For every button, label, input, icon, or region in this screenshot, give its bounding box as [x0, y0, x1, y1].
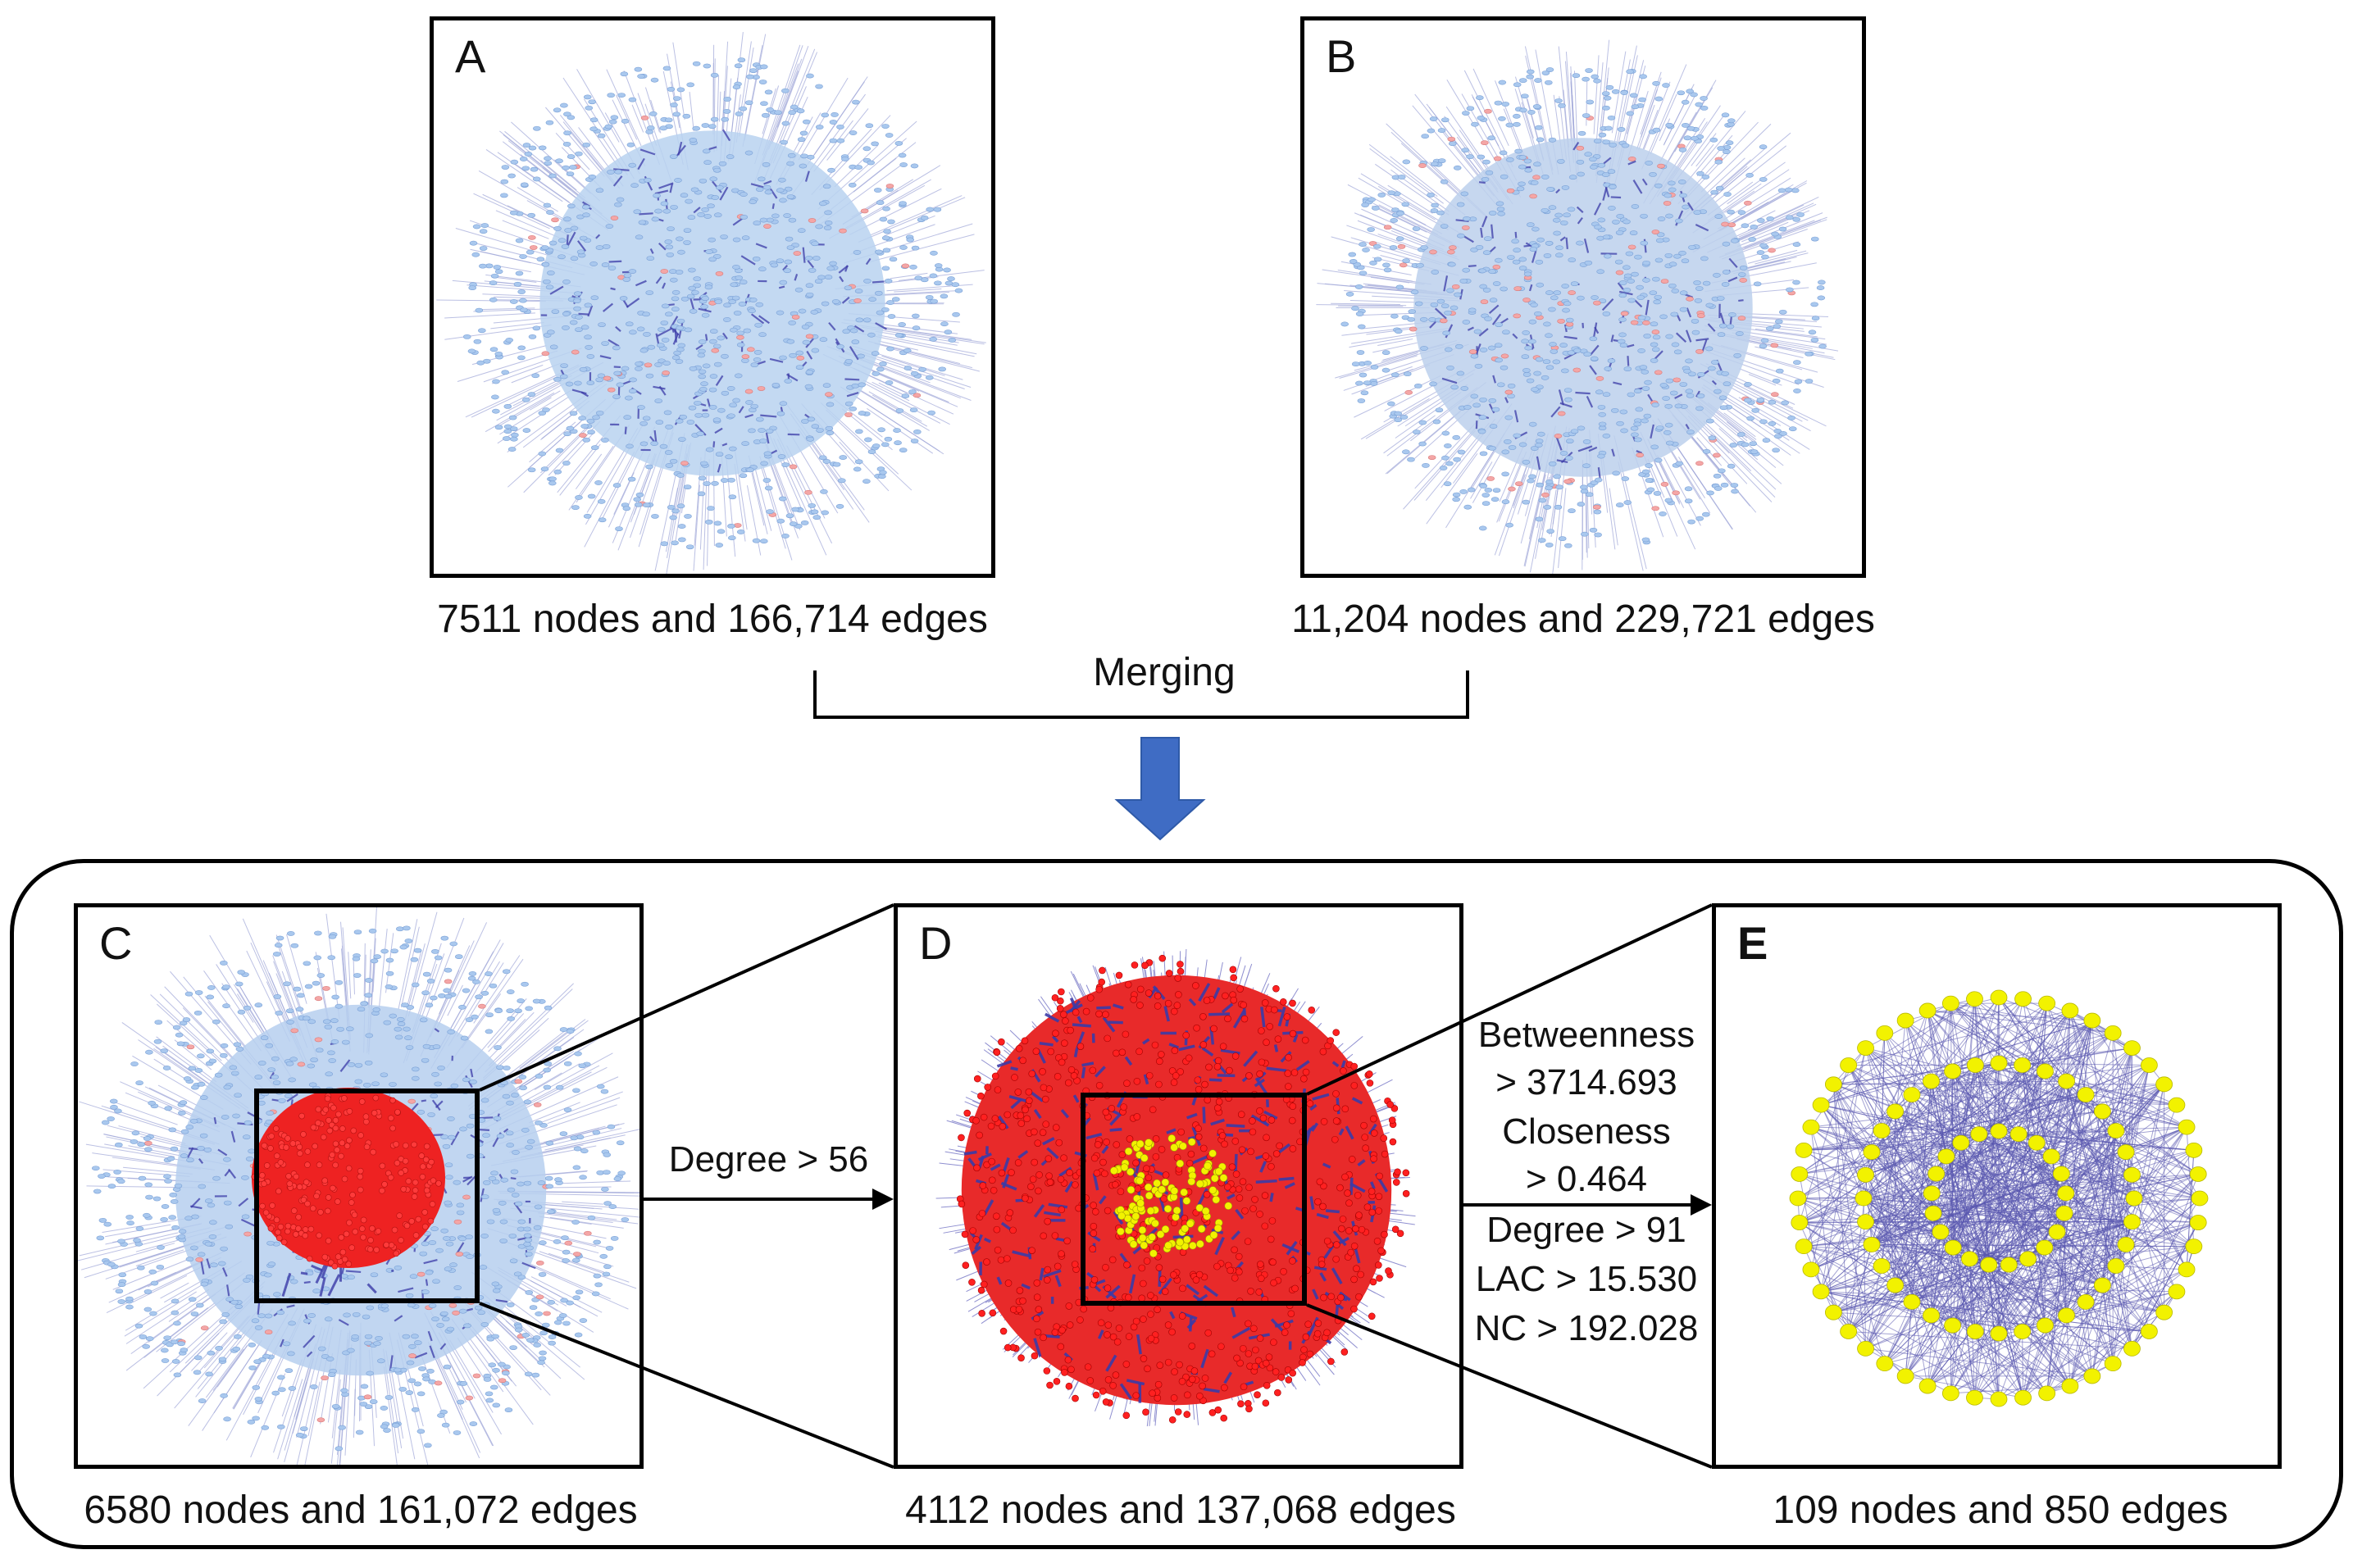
- panel-label-d: D: [919, 917, 953, 969]
- network-panel-b: B: [1300, 16, 1866, 578]
- zoom-line-c-top: [479, 903, 894, 1092]
- network-layer: [78, 907, 639, 1465]
- filter-degree-91: Degree > 91: [1486, 1210, 1686, 1250]
- network-panel-c: C: [74, 903, 644, 1469]
- caption-d: 4112 nodes and 137,068 edges: [905, 1488, 1456, 1532]
- caption-a: 7511 nodes and 166,714 edges: [437, 598, 988, 641]
- zoom-line-c-bottom: [479, 1302, 894, 1469]
- network-graph-a: [436, 32, 986, 574]
- arrowhead-c-to-d: [872, 1188, 894, 1210]
- zoom-line-d-bottom: [1306, 1303, 1713, 1469]
- caption-e: 109 nodes and 850 edges: [1773, 1488, 2228, 1532]
- red-network: [935, 949, 1416, 1427]
- panel-label-c: C: [99, 917, 133, 969]
- hub-cluster: [251, 1088, 445, 1298]
- caption-b: 11,204 nodes and 229,721 edges: [1291, 598, 1875, 641]
- panel-label-e: E: [1737, 917, 1768, 969]
- network-graph-e: [1789, 989, 2209, 1407]
- filter-closeness-label: Closeness: [1502, 1111, 1671, 1152]
- caption-c: 6580 nodes and 161,072 edges: [84, 1488, 638, 1532]
- down-arrow: [1114, 737, 1206, 841]
- filter-lac: LAC > 15.530: [1475, 1259, 1698, 1299]
- filter-nc: NC > 192.028: [1474, 1308, 1699, 1348]
- zoom-line-d-top: [1306, 903, 1713, 1096]
- merge-bracket: [813, 670, 1469, 719]
- network-panel-d: D: [894, 903, 1463, 1469]
- hub-genes-network: [1789, 989, 2209, 1407]
- panel-label-a: A: [455, 30, 486, 82]
- filter-degree-56: Degree > 56: [668, 1139, 869, 1179]
- merging-label: Merging: [1093, 651, 1236, 694]
- zoom-box-d: [1081, 1093, 1307, 1306]
- filter-closeness-value: > 0.464: [1525, 1159, 1648, 1199]
- network-panel-e: E: [1712, 903, 2282, 1469]
- network-layer: [436, 32, 986, 574]
- network-graph-b: [1316, 39, 1839, 574]
- network-graph-c: [78, 907, 639, 1465]
- network-graph-d: [935, 949, 1416, 1427]
- filter-betweenness-value: > 3714.693: [1495, 1062, 1677, 1102]
- network-panel-a: A: [430, 16, 995, 578]
- filter-betweenness-label: Betweenness: [1477, 1015, 1695, 1055]
- network-layer: [1316, 39, 1839, 574]
- arrowhead-d-to-e: [1691, 1194, 1712, 1216]
- zoom-box-c: [254, 1089, 480, 1303]
- panel-label-b: B: [1326, 30, 1357, 82]
- pipeline-frame: [10, 859, 2343, 1549]
